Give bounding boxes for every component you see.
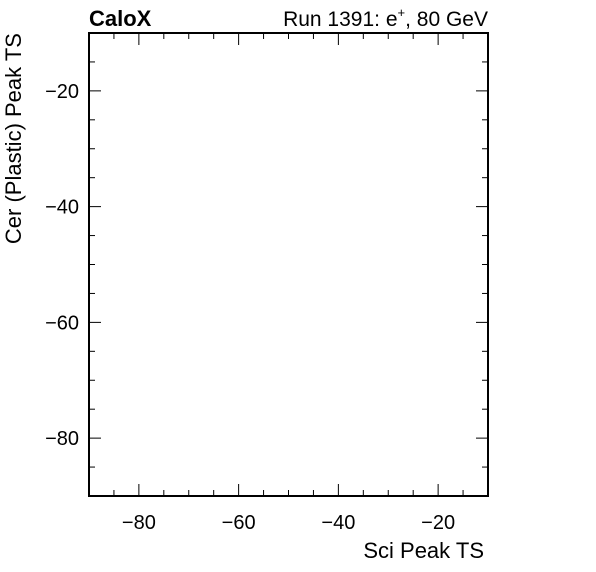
y-tick-labels: −80 −60 −40 −20	[45, 81, 79, 450]
x-tick-label: −80	[122, 512, 156, 534]
x-tick-label: −20	[421, 512, 455, 534]
y-tick-label: −60	[45, 312, 79, 334]
y-axis-label: Cer (Plastic) Peak TS	[1, 33, 26, 244]
x-tick-labels: −80 −60 −40 −20	[122, 512, 455, 534]
plot-frame	[88, 32, 489, 497]
y-tick-label: −40	[45, 197, 79, 219]
y-tick-label: −20	[45, 81, 79, 103]
x-axis-label: Sci Peak TS	[363, 538, 484, 563]
experiment-label: CaloX	[89, 6, 152, 31]
y-tick-label: −80	[45, 428, 79, 450]
run-label-prefix: Run 1391: e	[283, 8, 397, 31]
run-label-superscript: +	[398, 5, 406, 20]
x-tick-label: −60	[222, 512, 256, 534]
axis-ticks	[88, 32, 489, 497]
run-label: Run 1391: e+, 80 GeV	[283, 5, 488, 31]
run-label-suffix: , 80 GeV	[405, 8, 488, 31]
x-tick-label: −40	[321, 512, 355, 534]
